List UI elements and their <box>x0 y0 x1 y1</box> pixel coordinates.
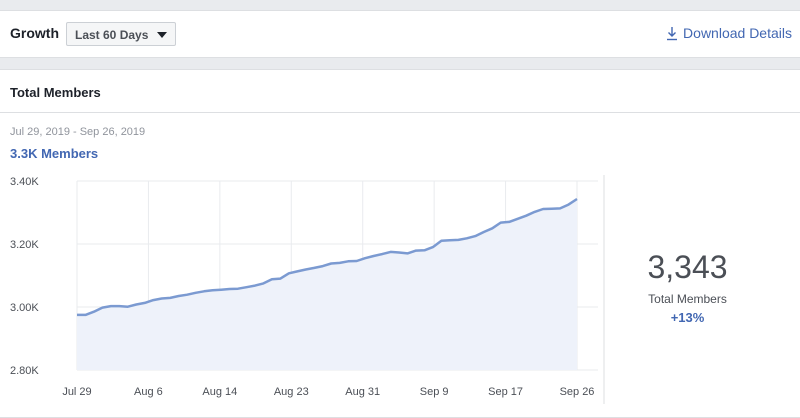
growth-title: Growth <box>10 25 59 41</box>
caret-down-icon <box>157 32 167 38</box>
date-range-text: Jul 29, 2019 - Sep 26, 2019 <box>10 126 146 138</box>
x-axis: Jul 29 Aug 6 Aug 14 Aug 23 Aug 31 Sep 9 Sep 17… <box>62 386 594 398</box>
total-members-count: 3,343 <box>647 249 728 285</box>
x-tick-label: Sep 9 <box>420 386 449 398</box>
y-tick-label: 3.00K <box>10 302 39 314</box>
download-details-label: Download Details <box>683 25 792 41</box>
x-tick-label: Aug 23 <box>274 386 309 398</box>
y-tick-label: 3.40K <box>10 176 39 188</box>
members-area <box>77 199 577 370</box>
x-tick-label: Sep 26 <box>560 386 595 398</box>
members-line <box>77 197 578 317</box>
members-growth-chart: 3.40K 3.20K 3.00K 2.80K Jul 29 Aug 6 Aug 14 Au… <box>10 175 605 404</box>
x-tick-label: Sep 17 <box>488 386 523 398</box>
total-members-label: Total Members <box>648 292 727 306</box>
download-details-link[interactable]: Download Details <box>666 25 792 41</box>
x-tick-label: Jul 29 <box>62 386 91 398</box>
divider <box>0 112 800 113</box>
date-range-dropdown[interactable]: Last 60 Days <box>66 22 176 46</box>
y-tick-label: 3.20K <box>10 239 39 251</box>
y-axis: 3.40K 3.20K 3.00K 2.80K <box>10 176 39 377</box>
members-summary: 3.3K Members <box>10 146 99 161</box>
x-tick-label: Aug 31 <box>345 386 380 398</box>
x-tick-label: Aug 14 <box>202 386 237 398</box>
y-tick-label: 2.80K <box>10 365 39 377</box>
growth-percent: +13% <box>670 310 705 325</box>
download-icon <box>667 26 678 40</box>
date-range-value: Last 60 Days <box>75 28 149 42</box>
growth-header: Growth Last 60 Days Download Details <box>0 10 800 58</box>
x-tick-label: Aug 6 <box>134 386 163 398</box>
card-title: Total Members <box>10 85 101 100</box>
